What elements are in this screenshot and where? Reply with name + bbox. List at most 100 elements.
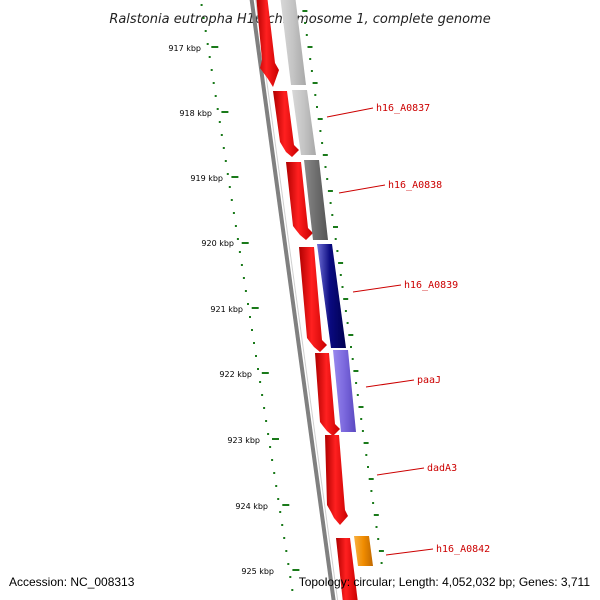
ruler-dot bbox=[265, 420, 268, 422]
genome-summary-text: Topology: circular; Length: 4,052,032 bp… bbox=[299, 575, 591, 589]
gc-dot bbox=[304, 22, 307, 24]
label-leader-line bbox=[338, 184, 386, 194]
ruler-tick-label: 918 kbp bbox=[179, 109, 212, 118]
ruler-tick-label: 920 kbp bbox=[201, 239, 234, 248]
gene-label[interactable]: paaJ bbox=[417, 375, 441, 386]
ruler-dot bbox=[244, 290, 247, 292]
gc-dot bbox=[334, 238, 337, 240]
cds-feature[interactable] bbox=[315, 353, 340, 436]
ruler-tick bbox=[251, 307, 259, 309]
gc-dot bbox=[351, 358, 354, 360]
gc-track bbox=[302, 10, 384, 564]
gc-dot bbox=[361, 430, 364, 432]
ruler-dot bbox=[257, 368, 259, 370]
ruler-dot bbox=[202, 17, 205, 19]
gc-dot bbox=[307, 46, 313, 48]
gc-dot bbox=[310, 70, 313, 72]
gene-label[interactable]: h16_A0838 bbox=[388, 180, 442, 191]
ruler-tick-label: 925 kbp bbox=[241, 567, 274, 576]
gc-dot bbox=[358, 406, 364, 408]
map-title: Ralstonia eutropha H16 chromosome 1, com… bbox=[109, 12, 490, 27]
ruler-track bbox=[200, 4, 300, 591]
cog-feature[interactable] bbox=[292, 90, 316, 155]
ruler-dot bbox=[216, 108, 219, 110]
gene-label[interactable]: dadA3 bbox=[427, 463, 457, 474]
ruler-dot bbox=[289, 576, 292, 578]
gene-label[interactable]: h16_A0837 bbox=[376, 103, 430, 114]
ruler-dot bbox=[263, 407, 266, 409]
ruler-dot bbox=[251, 329, 253, 331]
gc-dot bbox=[327, 190, 333, 192]
ruler-tick bbox=[282, 504, 290, 506]
ruler-dot bbox=[238, 251, 241, 253]
gc-dot bbox=[343, 298, 349, 300]
gc-dot bbox=[365, 454, 368, 456]
cds-feature[interactable] bbox=[286, 162, 313, 240]
gc-dot bbox=[329, 202, 332, 204]
gene-label[interactable]: h16_A0842 bbox=[436, 544, 490, 555]
gc-dot bbox=[339, 274, 342, 276]
ruler-tick-label: 923 kbp bbox=[227, 436, 260, 445]
ruler-tick bbox=[241, 242, 249, 244]
cds-feature[interactable] bbox=[325, 435, 348, 525]
ruler-dot bbox=[242, 277, 245, 279]
ruler-dot bbox=[226, 173, 229, 175]
gc-dot bbox=[375, 526, 378, 528]
cog-feature[interactable] bbox=[317, 244, 346, 348]
gc-dot bbox=[309, 58, 312, 60]
label-leader-line bbox=[352, 284, 402, 293]
gc-dot bbox=[326, 178, 329, 180]
cds-feature[interactable] bbox=[273, 91, 299, 157]
label-leader-line bbox=[376, 467, 425, 476]
ruler-tick-label: 921 kbp bbox=[210, 305, 243, 314]
cds-feature[interactable] bbox=[336, 538, 358, 600]
ruler-dot bbox=[218, 121, 221, 123]
gc-dot bbox=[353, 370, 359, 372]
ruler-dot bbox=[261, 394, 264, 396]
ruler-dot bbox=[255, 355, 257, 357]
gc-dot bbox=[355, 382, 358, 384]
cog-feature[interactable] bbox=[280, 0, 306, 85]
gc-dot bbox=[377, 538, 380, 540]
ruler-dot bbox=[220, 134, 223, 136]
gc-dot bbox=[322, 154, 328, 156]
gc-dot bbox=[338, 262, 344, 264]
cog-feature[interactable] bbox=[333, 350, 356, 432]
gc-dot bbox=[368, 478, 374, 480]
ruler-dot bbox=[210, 69, 213, 71]
ruler-tick bbox=[211, 46, 219, 48]
gc-dot bbox=[312, 82, 318, 84]
cog-feature[interactable] bbox=[304, 160, 328, 240]
gc-dot bbox=[370, 490, 373, 492]
cds-feature[interactable] bbox=[299, 247, 327, 352]
ruler-dot bbox=[232, 212, 235, 214]
ruler-dot bbox=[206, 43, 209, 45]
ruler-dot bbox=[279, 511, 282, 513]
gc-dot bbox=[319, 130, 322, 132]
gc-dot bbox=[372, 502, 375, 504]
cog-feature[interactable] bbox=[354, 536, 373, 566]
ruler-dot bbox=[240, 264, 243, 266]
gc-dot bbox=[333, 226, 338, 228]
backbone-highlight bbox=[255, 0, 339, 600]
ruler-tick bbox=[292, 569, 300, 571]
gc-dot bbox=[344, 310, 347, 312]
gene-label[interactable]: h16_A0839 bbox=[404, 280, 458, 291]
ruler-dot bbox=[234, 225, 237, 227]
ruler-dot bbox=[281, 524, 284, 526]
ruler-dot bbox=[236, 238, 239, 240]
ruler-dot bbox=[224, 160, 227, 162]
ruler-tick-label: 924 kbp bbox=[235, 502, 268, 511]
cds-feature[interactable] bbox=[256, 0, 279, 87]
ruler-dot bbox=[212, 82, 215, 84]
gc-dot bbox=[324, 166, 327, 168]
label-leader-line bbox=[326, 107, 374, 118]
gc-dot bbox=[316, 106, 318, 108]
ruler-dot bbox=[208, 56, 211, 58]
ruler-dot bbox=[222, 147, 225, 149]
gc-dot bbox=[331, 214, 334, 216]
gc-dot bbox=[378, 550, 384, 552]
ruler-dot bbox=[273, 472, 276, 474]
ruler-dot bbox=[259, 381, 262, 383]
gc-dot bbox=[350, 346, 352, 348]
